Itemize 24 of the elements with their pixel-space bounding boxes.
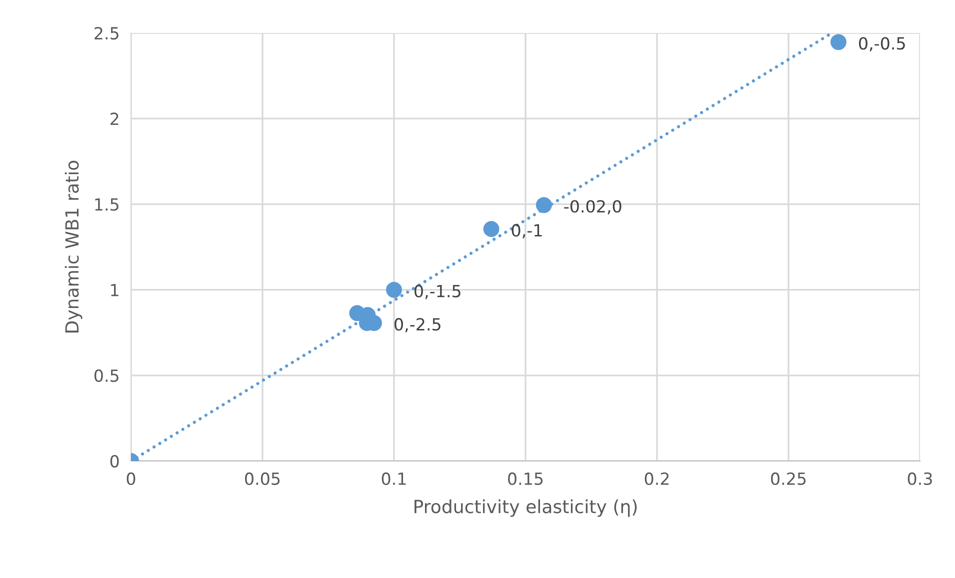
x-tick-label: 0.1 xyxy=(382,472,406,486)
annotation: 0,-0.5 xyxy=(859,37,905,52)
annotation: 0,-2.5 xyxy=(394,318,440,332)
annotation: -0.02,0 xyxy=(564,200,622,214)
y-tick-label: 2.5 xyxy=(94,26,118,40)
x-tick-label: 0.2 xyxy=(644,472,669,486)
y-tick-label: 1 xyxy=(111,284,118,296)
y-tick-label: 1.5 xyxy=(95,198,118,211)
annotation: 0,-1 xyxy=(512,224,542,238)
y-tick-label: 2 xyxy=(110,112,118,125)
y-tick-label: 0.5 xyxy=(94,369,118,382)
x-tick-label: 0.3 xyxy=(908,472,932,486)
point xyxy=(536,197,552,214)
x-axis-title: Productivity elasticity (η) xyxy=(414,499,637,517)
y-tick-label: 0 xyxy=(110,454,119,468)
x-tick-label: 0.25 xyxy=(771,472,806,486)
y-axis-title: Dynamic WB1 ratio xyxy=(64,160,82,332)
x-tick-label: 0 xyxy=(126,472,136,486)
x-tick-label: 0.05 xyxy=(245,472,280,486)
point xyxy=(386,282,402,298)
x-tick-label: 0.15 xyxy=(508,472,543,486)
point xyxy=(830,34,846,50)
point xyxy=(483,221,500,237)
annotation: 0,-1.5 xyxy=(414,284,460,300)
